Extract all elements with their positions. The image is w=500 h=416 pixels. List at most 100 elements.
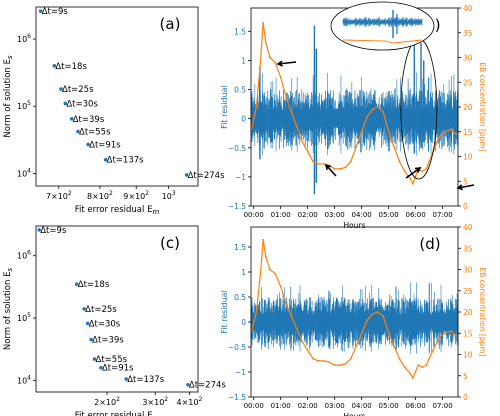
data-point <box>37 228 41 232</box>
x-tick-label: 4×102 <box>176 396 202 407</box>
x-tick-label: 3×102 <box>142 396 168 407</box>
concentration-point <box>259 61 262 64</box>
concentration-point <box>382 315 385 318</box>
y-tick-label: 104 <box>17 374 31 385</box>
data-point <box>86 142 90 147</box>
y-tick-label: 1 <box>241 268 246 277</box>
x-tick-label: 00:00 <box>244 402 264 410</box>
y-tick-label: −1 <box>235 368 246 377</box>
y2-tick-label: 35 <box>463 29 473 38</box>
concentration-point <box>387 332 390 335</box>
y-tick-label: 1.5 <box>234 243 246 252</box>
plot-frame <box>35 6 199 187</box>
concentration-point <box>333 167 336 170</box>
data-point <box>74 282 79 286</box>
concentration-point <box>449 128 452 131</box>
concentration-point <box>274 61 277 64</box>
y-tick-label: 104 <box>17 167 31 178</box>
point-label: Δt=91s <box>102 364 134 374</box>
data-point <box>103 157 108 162</box>
point-label: Δt=25s <box>62 85 94 95</box>
concentration-point <box>436 340 439 343</box>
y-axis-label: Fit residual <box>220 290 229 334</box>
plot-frame <box>35 225 199 393</box>
annotation-arrow <box>405 167 421 179</box>
concentration-point <box>317 359 320 362</box>
annotation-arrow-head <box>414 167 422 173</box>
y-axis-label: Norm of solution Es <box>3 268 14 351</box>
x-tick-label: 9×102 <box>123 190 149 201</box>
concentration-point <box>344 166 347 169</box>
concentration-point <box>360 332 363 335</box>
x-axis-label: Hours <box>344 221 366 230</box>
concentration-point <box>393 345 395 347</box>
inset-concentration <box>342 39 423 44</box>
y-tick-label: −0.5 <box>228 144 246 153</box>
concentration-point <box>339 364 341 367</box>
y2-tick-label: 15 <box>463 329 473 338</box>
point-label: Δt=137s <box>107 156 144 166</box>
x-tick-label: 7×102 <box>46 190 72 201</box>
x-tick-label: 06:00 <box>406 211 426 219</box>
data-point <box>38 9 43 13</box>
concentration-point <box>317 163 320 165</box>
x-tick-label: 02:00 <box>298 402 318 410</box>
concentration-point <box>279 76 282 79</box>
data-point <box>89 337 93 342</box>
concentration-point <box>259 272 262 275</box>
annotation-arrow <box>277 61 297 65</box>
x-tick-label: 01:00 <box>271 211 291 219</box>
concentration-point <box>387 130 390 133</box>
concentration-point <box>279 285 282 288</box>
x-tick-label: 04:00 <box>352 402 372 410</box>
concentration-point <box>349 357 352 360</box>
panel-1: 00:00 01:00 02:00 03:00 04:00 05:00 06:00 07:00… <box>220 1 487 230</box>
y-tick-label: 1 <box>241 56 246 65</box>
concentration-point <box>371 108 374 111</box>
panel-2: 2×102 3×102 4×102 104 105 106 Δt=9s Δt=18s Δt=25… <box>3 225 226 416</box>
concentration-point <box>264 41 267 44</box>
y-tick-label: 0.5 <box>234 86 246 95</box>
data-point <box>92 357 97 361</box>
y-axis-label: Norm of solution Es <box>3 55 14 138</box>
y-tick-label: 106 <box>17 250 31 261</box>
x-tick-label: 03:00 <box>325 402 345 410</box>
concentration-point <box>417 364 420 367</box>
y2-tick-label: 35 <box>463 244 473 253</box>
concentration-point <box>421 366 424 369</box>
annotation-arrow-head <box>456 184 464 191</box>
y2-tick-label: 30 <box>463 266 473 275</box>
x-tick-label: 103 <box>162 190 176 201</box>
concentration-point <box>440 133 443 136</box>
y2-tick-label: 40 <box>463 4 473 13</box>
point-label: Δt=39s <box>92 336 124 346</box>
panel-0: 7×102 8×102 9×102 103 104 105 106 Δt=9s Δt=18s Δt… <box>3 6 225 216</box>
x-tick-label: 02:00 <box>298 211 318 219</box>
y2-tick-label: 30 <box>463 54 473 63</box>
concentration-point <box>376 106 379 108</box>
point-label: Δt=274s <box>188 171 225 181</box>
concentration-point <box>421 170 424 173</box>
concentration-point <box>436 140 439 143</box>
x-tick-label: 01:00 <box>271 402 291 410</box>
concentration-point <box>306 349 309 352</box>
data-point <box>52 63 57 68</box>
y2-tick-label: 5 <box>463 372 468 381</box>
concentration-point <box>403 366 406 369</box>
y-tick-label: 0 <box>241 115 246 124</box>
concentration-point <box>339 167 341 170</box>
y-tick-label: −1 <box>235 173 246 182</box>
panel-letter: (c) <box>160 234 180 252</box>
zoom-inset <box>330 1 435 51</box>
concentration-point <box>268 268 271 271</box>
y2-tick-label: 20 <box>463 308 473 317</box>
x-tick-label: 05:00 <box>379 402 399 410</box>
point-label: Δt=274s <box>189 381 226 391</box>
concentration-point <box>344 362 347 365</box>
y-tick-label: 0 <box>241 318 246 327</box>
concentration-point <box>290 315 293 318</box>
concentration-point <box>262 238 265 241</box>
concentration-point <box>333 364 336 367</box>
y2-tick-label: 10 <box>463 153 473 162</box>
